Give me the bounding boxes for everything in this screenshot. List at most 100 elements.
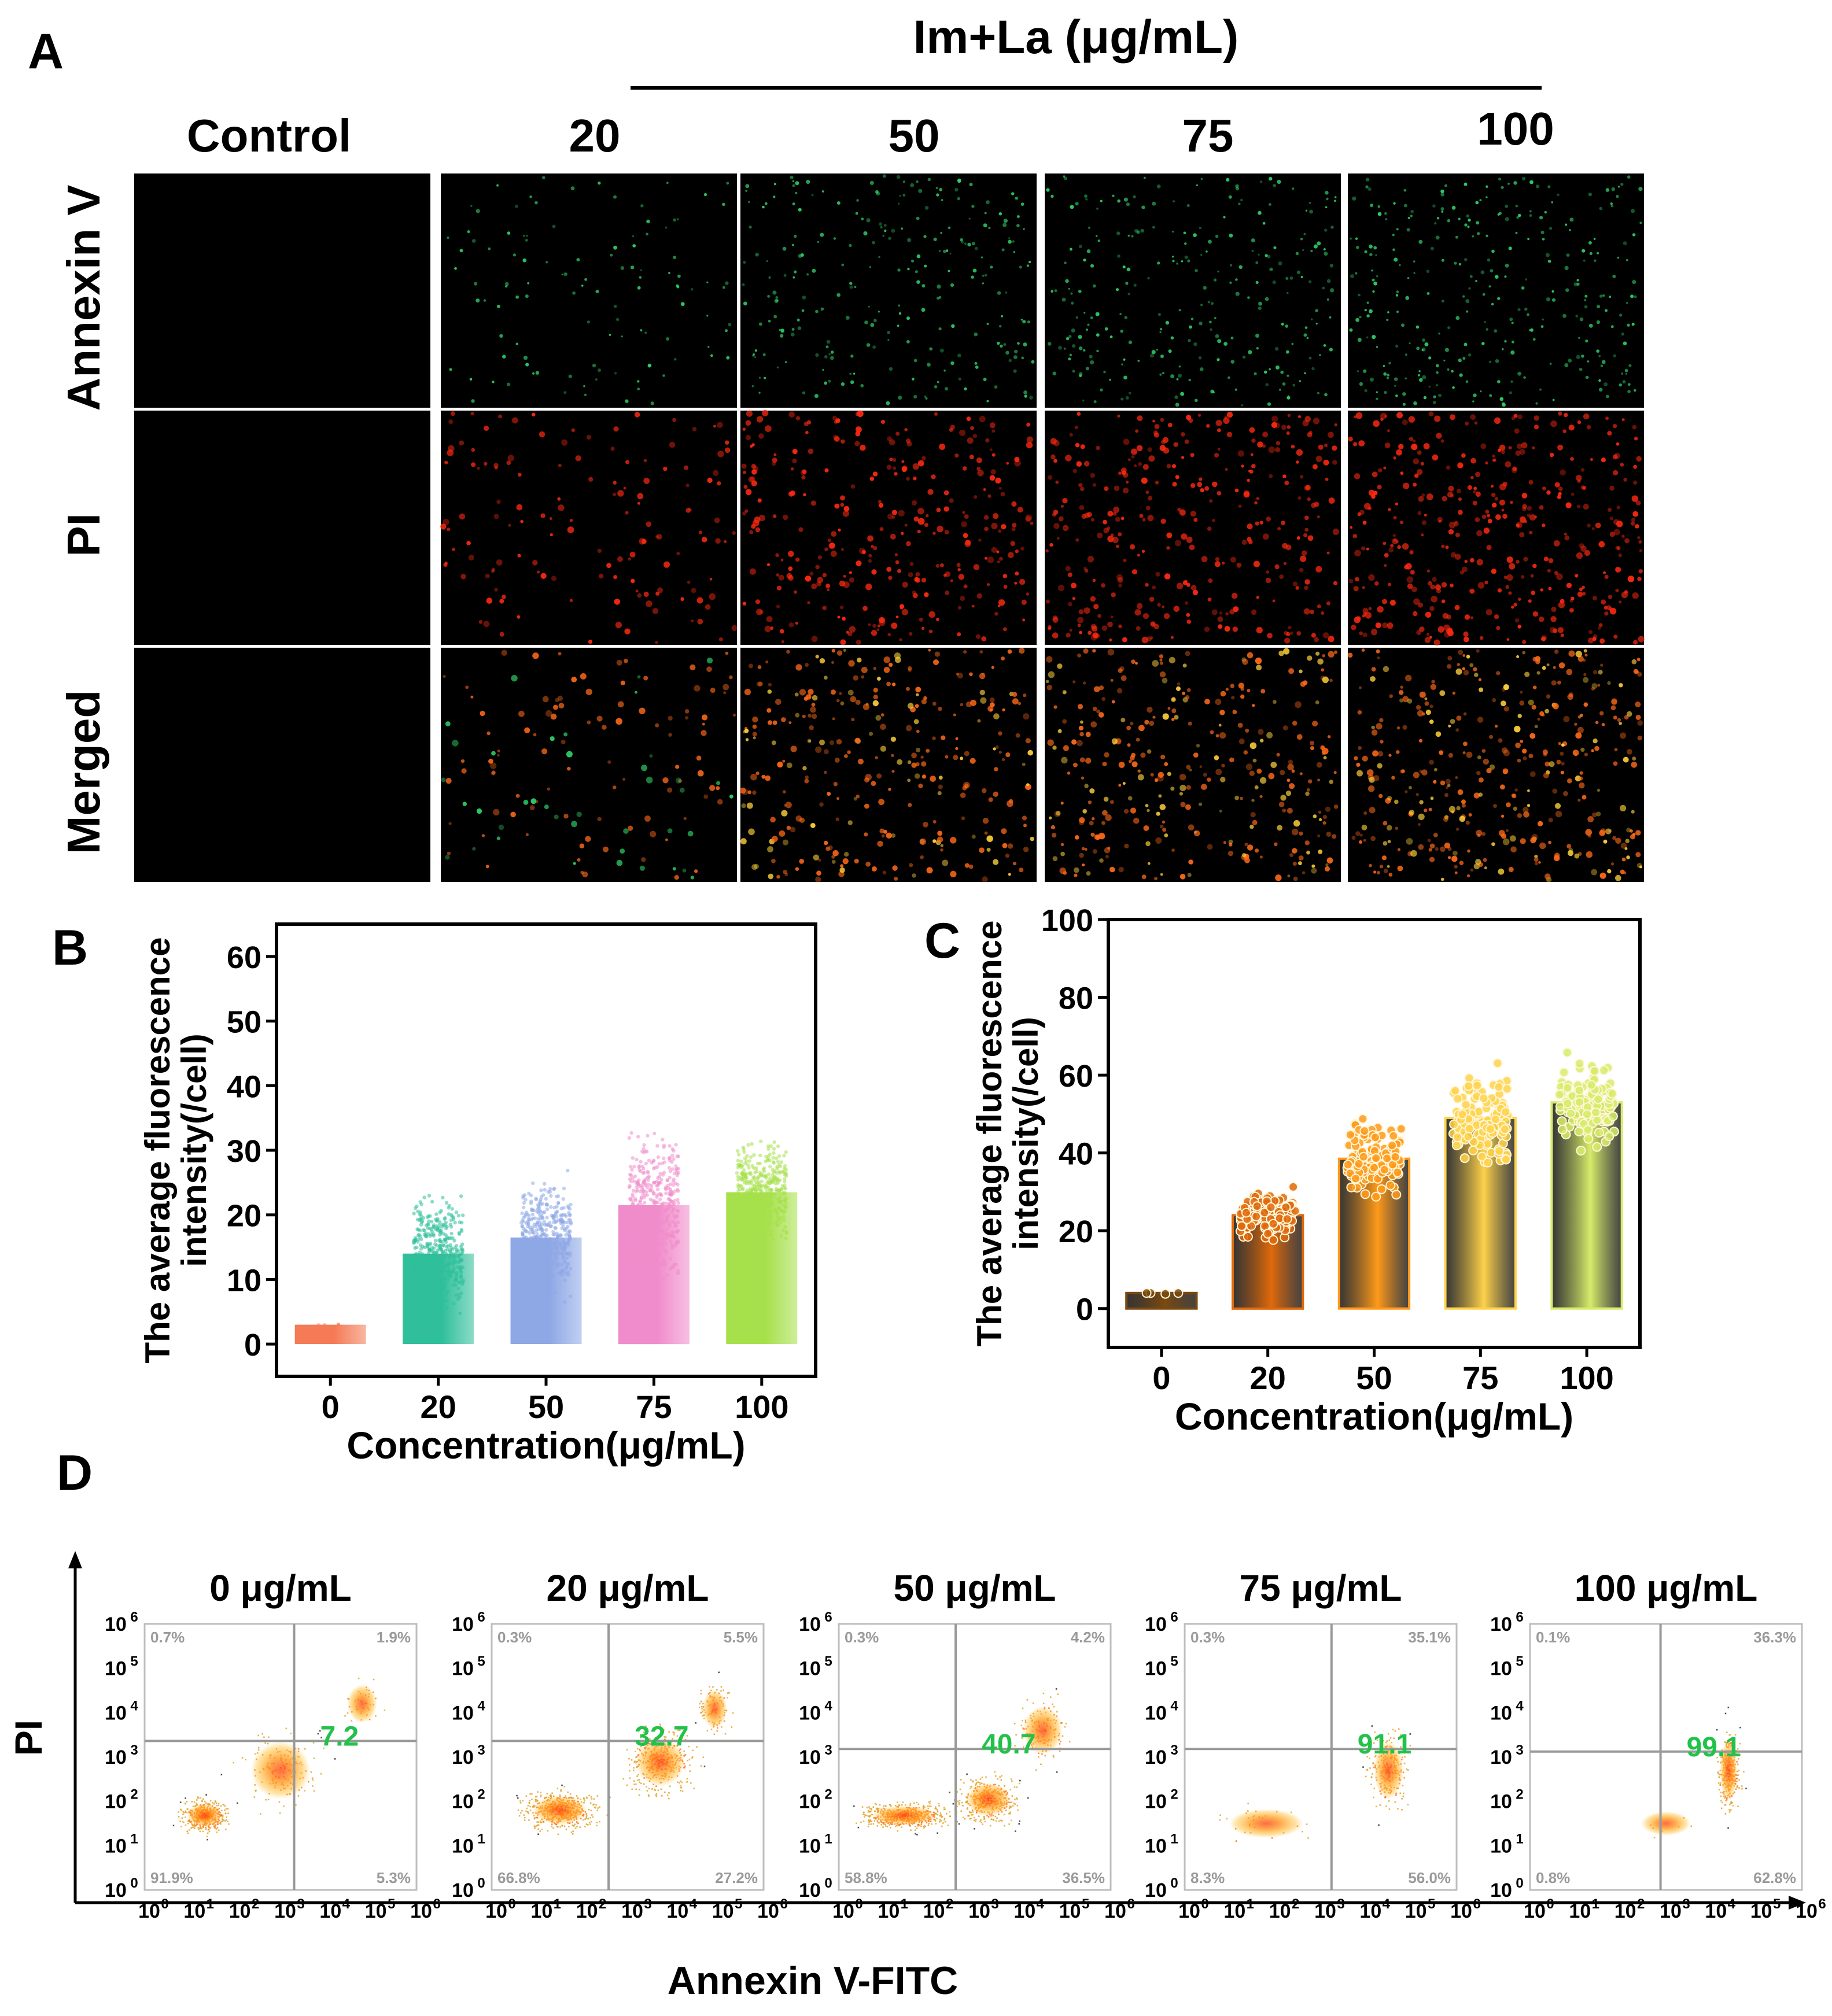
- cell-dot: [1357, 370, 1359, 372]
- cell-dot: [1052, 745, 1057, 750]
- cell-dot: [706, 281, 709, 283]
- cell-dot: [582, 872, 588, 878]
- cell-dot: [1426, 633, 1429, 636]
- cell-dot: [1275, 365, 1280, 370]
- cell-dot: [996, 550, 1000, 553]
- cell-dot: [1426, 292, 1430, 295]
- cell-dot: [991, 523, 998, 530]
- cell-dot: [1536, 671, 1540, 675]
- data-point: [628, 1172, 632, 1177]
- data-point: [439, 1209, 443, 1213]
- cell-dot: [1456, 715, 1462, 721]
- cell-dot: [1537, 718, 1540, 721]
- cell-dot: [725, 281, 729, 285]
- data-point: [529, 1208, 534, 1212]
- cell-dot: [1457, 462, 1464, 468]
- cell-dot: [1109, 378, 1111, 381]
- cell-dot: [1549, 452, 1554, 457]
- cell-dot: [1558, 742, 1561, 745]
- cell-dot: [1612, 454, 1618, 460]
- cell-dot: [1548, 840, 1552, 844]
- cell-dot: [567, 766, 571, 771]
- cell-dot: [1278, 261, 1282, 266]
- cell-dot: [1120, 675, 1127, 681]
- cell-dot: [1160, 518, 1166, 525]
- data-point: [449, 1231, 454, 1236]
- cell-dot: [1605, 828, 1612, 835]
- data-point: [555, 1235, 560, 1239]
- cell-dot: [629, 552, 636, 557]
- cell-dot: [891, 509, 897, 515]
- data-point: [526, 1279, 530, 1284]
- data-point: [638, 1243, 643, 1248]
- cell-dot: [1291, 828, 1299, 836]
- cell-dot: [1105, 855, 1109, 859]
- cell-dot: [837, 615, 841, 619]
- data-point: [774, 1156, 779, 1161]
- cell-dot: [1638, 187, 1643, 191]
- data-point: [658, 1192, 662, 1196]
- cell-dot: [1184, 439, 1189, 444]
- cell-dot: [853, 675, 858, 681]
- data-point: [529, 1193, 533, 1198]
- cell-dot: [1505, 461, 1512, 468]
- cell-dot: [1584, 550, 1590, 556]
- data-point: [676, 1198, 680, 1202]
- cell-dot: [956, 673, 959, 676]
- data-point: [746, 1143, 750, 1147]
- data-point: [554, 1226, 558, 1231]
- cell-dot: [937, 791, 942, 796]
- cell-dot: [833, 782, 838, 787]
- cell-dot: [1267, 255, 1271, 259]
- cell-dot: [576, 258, 580, 262]
- cell-dot: [1416, 325, 1420, 329]
- cell-dot: [842, 858, 849, 865]
- x-tick-label: 0: [322, 1389, 340, 1425]
- cell-dot: [849, 372, 852, 375]
- cell-dot: [1288, 783, 1295, 789]
- cell-dot: [1292, 850, 1295, 853]
- data-point: [426, 1270, 430, 1274]
- data-point: [746, 1215, 750, 1219]
- data-point: [562, 1269, 566, 1273]
- cell-dot: [1535, 402, 1538, 405]
- data-point: [418, 1234, 422, 1239]
- cell-dot: [1210, 730, 1214, 734]
- data-point: [421, 1216, 426, 1220]
- cell-dot: [1326, 601, 1330, 605]
- cell-dot: [986, 847, 991, 852]
- cell-dot: [481, 834, 485, 837]
- cell-dot: [563, 272, 567, 276]
- cell-dot: [1306, 337, 1309, 339]
- cell-dot: [1238, 202, 1241, 205]
- cell-dot: [1120, 330, 1123, 333]
- cell-dot: [1438, 333, 1440, 335]
- cell-dot: [1565, 502, 1572, 508]
- cell-dot: [1447, 664, 1452, 669]
- cell-dot: [1424, 697, 1428, 700]
- cell-dot: [1300, 475, 1304, 479]
- cell-dot: [1314, 637, 1319, 643]
- cell-dot: [1635, 830, 1641, 836]
- cell-dot: [557, 695, 563, 701]
- cell-dot: [1008, 237, 1011, 239]
- data-point: [647, 1183, 651, 1187]
- cell-dot: [542, 696, 549, 703]
- cell-dot: [916, 254, 921, 259]
- data-point: [531, 1269, 535, 1273]
- cell-dot: [1501, 700, 1506, 707]
- cell-dot: [1575, 775, 1582, 782]
- cell-dot: [508, 523, 511, 527]
- cell-dot: [1463, 741, 1468, 747]
- cell-dot: [1621, 534, 1625, 538]
- cell-dot: [1438, 393, 1442, 397]
- cell-dot: [498, 824, 504, 830]
- cell-dot: [1395, 344, 1399, 348]
- cell-dot: [1420, 461, 1424, 466]
- data-point: [665, 1273, 669, 1277]
- cell-dot: [535, 371, 540, 375]
- cell-dot: [1190, 317, 1194, 320]
- cell-dot: [1422, 375, 1426, 379]
- cell-dot: [1113, 512, 1117, 516]
- cell-dot: [1019, 648, 1025, 654]
